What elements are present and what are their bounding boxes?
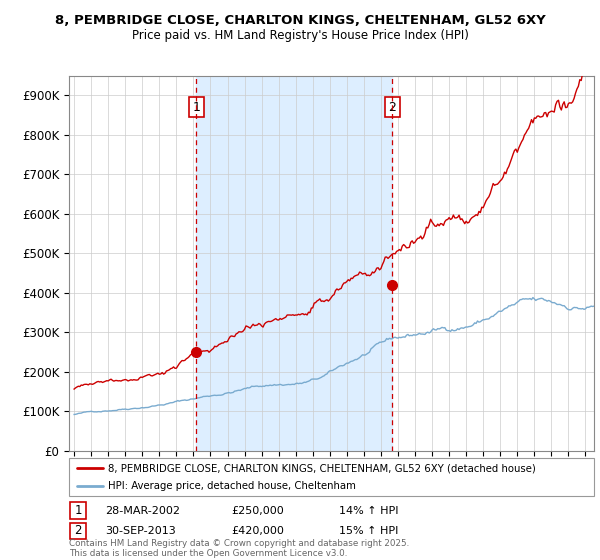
Bar	[196, 76, 392, 451]
Text: HPI: Average price, detached house, Cheltenham: HPI: Average price, detached house, Chel…	[109, 481, 356, 491]
FancyBboxPatch shape	[70, 502, 86, 519]
Text: 14% ↑ HPI: 14% ↑ HPI	[339, 506, 398, 516]
Text: £420,000: £420,000	[231, 526, 284, 536]
Text: 2: 2	[74, 524, 82, 538]
Text: 30-SEP-2013: 30-SEP-2013	[105, 526, 176, 536]
FancyBboxPatch shape	[70, 522, 86, 539]
Text: Price paid vs. HM Land Registry's House Price Index (HPI): Price paid vs. HM Land Registry's House …	[131, 29, 469, 42]
Text: Contains HM Land Registry data © Crown copyright and database right 2025.
This d: Contains HM Land Registry data © Crown c…	[69, 539, 409, 558]
Text: 2: 2	[388, 101, 396, 114]
Text: 28-MAR-2002: 28-MAR-2002	[105, 506, 180, 516]
Text: 1: 1	[193, 101, 200, 114]
Text: 1: 1	[74, 504, 82, 517]
Text: 15% ↑ HPI: 15% ↑ HPI	[339, 526, 398, 536]
Text: £250,000: £250,000	[231, 506, 284, 516]
Text: 8, PEMBRIDGE CLOSE, CHARLTON KINGS, CHELTENHAM, GL52 6XY (detached house): 8, PEMBRIDGE CLOSE, CHARLTON KINGS, CHEL…	[109, 463, 536, 473]
Text: 8, PEMBRIDGE CLOSE, CHARLTON KINGS, CHELTENHAM, GL52 6XY: 8, PEMBRIDGE CLOSE, CHARLTON KINGS, CHEL…	[55, 14, 545, 27]
